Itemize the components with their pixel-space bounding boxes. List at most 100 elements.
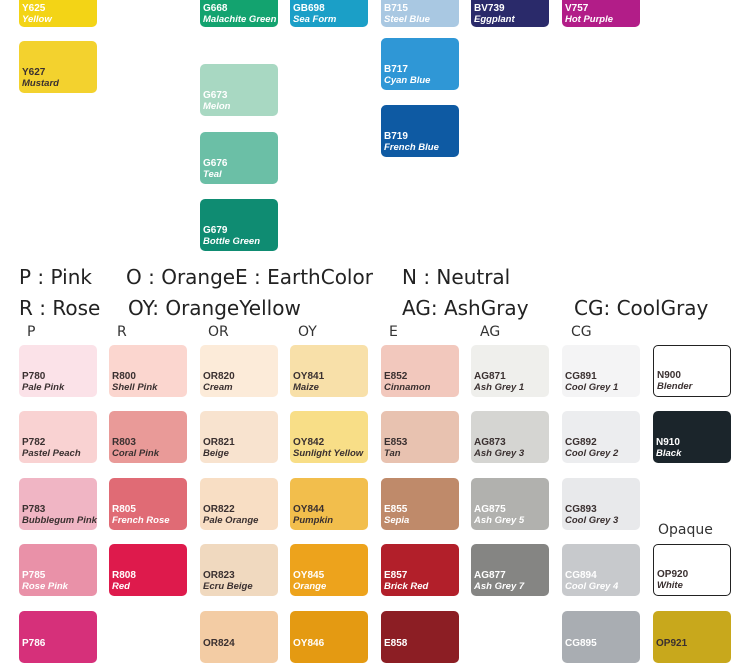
swatch-name: Coral Pink [112,448,159,459]
swatch-code: E858 [384,638,408,649]
swatch-code: OR820 [203,371,235,382]
swatch-name: Mustard [22,78,59,89]
swatch-AG875: AG875 Ash Grey 5 [471,478,549,530]
swatch-name: Yellow [22,14,52,25]
legend-key: AG [402,296,431,320]
swatch-Y627: Y627 Mustard [19,41,97,93]
swatch-name: Orange [293,581,327,592]
swatch-R800: R800 Shell Pink [109,345,187,397]
swatch-code: P783 [22,504,46,515]
swatch-name: Hot Purple [565,14,614,25]
swatch-N910: N910 Black [653,411,731,463]
swatch-name: Melon [203,101,231,112]
swatch-code: BV739 [474,3,505,14]
swatch-code: OY846 [293,638,325,649]
swatch-name: Cream [203,382,233,393]
swatch-name: Blender [657,381,693,392]
swatch-code: OR823 [203,570,235,581]
swatch-CG893: CG893 Cool Grey 3 [562,478,640,530]
swatch-code: OY845 [293,570,325,581]
swatch-code: V757 [565,3,589,14]
swatch-code: OY842 [293,437,325,448]
swatch-P782: P782 Pastel Peach [19,411,97,463]
swatch-N900: N900 Blender [653,345,731,397]
swatch-OY845: OY845 Orange [290,544,368,596]
swatch-CG891: CG891 Cool Grey 1 [562,345,640,397]
column-header-ag: AG [480,324,501,340]
swatch-code: E853 [384,437,408,448]
swatch-name: Shell Pink [112,382,158,393]
swatch-code: E857 [384,570,408,581]
swatch-name: Sunlight Yellow [293,448,364,459]
swatch-OR820: OR820 Cream [200,345,278,397]
swatch-G673: G673 Melon [200,64,278,116]
swatch-name: Sea Form [293,14,337,25]
swatch-code: AG873 [474,437,506,448]
swatch-B717: B717 Cyan Blue [381,38,459,90]
swatch-AG871: AG871 Ash Grey 1 [471,345,549,397]
swatch-name: Maize [293,382,319,393]
swatch-OR821: OR821 Beige [200,411,278,463]
swatch-code: B717 [384,64,408,75]
swatch-G676: G676 Teal [200,132,278,184]
swatch-G679: G679 Bottle Green [200,199,278,251]
swatch-name: French Rose [112,515,170,526]
swatch-name: Pastel Peach [22,448,81,459]
swatch-BV739: BV739 Eggplant [471,0,549,27]
column-header-e: E [389,324,398,340]
swatch-name: Black [656,448,682,459]
swatch-name: Cyan Blue [384,75,431,86]
swatch-code: CG894 [565,570,597,581]
swatch-code: AG871 [474,371,506,382]
swatch-name: Ash Grey 1 [474,382,525,393]
swatch-code: G676 [203,158,228,169]
swatch-OY842: OY842 Sunlight Yellow [290,411,368,463]
swatch-name: Bubblegum Pink [22,515,97,526]
swatch-name: Steel Blue [384,14,430,25]
swatch-V757: V757 Hot Purple [562,0,640,27]
swatch-R808: R808 Red [109,544,187,596]
swatch-CG894: CG894 Cool Grey 4 [562,544,640,596]
swatch-code: B719 [384,131,408,142]
legend-orange: O : Orange [126,265,236,289]
swatch-code: AG877 [474,570,506,581]
swatch-name: Red [112,581,130,592]
swatch-code: OY841 [293,371,325,382]
swatch-E857: E857 Brick Red [381,544,459,596]
swatch-B715: B715 Steel Blue [381,0,459,27]
swatch-P780: P780 Pale Pink [19,345,97,397]
legend-neutral: N : Neutral [402,265,511,289]
swatch-name: Pale Orange [203,515,259,526]
swatch-R805: R805 French Rose [109,478,187,530]
swatch-name: Rose Pink [22,581,68,592]
swatch-name: Brick Red [384,581,429,592]
legend-rose: R : Rose [19,296,101,320]
legend-label: EarthColor [267,265,373,289]
swatch-OR824: OR824 [200,611,278,663]
swatch-name: Tan [384,448,401,459]
legend-key: P [19,265,32,289]
legend-key: E [235,265,248,289]
swatch-code: CG892 [565,437,597,448]
swatch-name: Cinnamon [384,382,431,393]
swatch-code: P780 [22,371,46,382]
swatch-name: Beige [203,448,229,459]
column-header-oy: OY [298,324,317,340]
swatch-OY844: OY844 Pumpkin [290,478,368,530]
swatch-name: Ash Grey 3 [474,448,525,459]
swatch-E855: E855 Sepia [381,478,459,530]
opaque-label: Opaque [658,522,713,538]
legend-label: Orange [161,265,236,289]
swatch-code: R808 [112,570,136,581]
swatch-G668: G668 Malachite Green [200,0,278,27]
swatch-name: Eggplant [474,14,515,25]
column-header-p: P [27,324,36,340]
legend-label: Rose [52,296,101,320]
swatch-code: OY844 [293,504,325,515]
legend-label: Neutral [436,265,511,289]
legend-key: OY [128,296,153,320]
swatch-name: Ecru Beige [203,581,253,592]
swatch-P786: P786 [19,611,97,663]
swatch-CG892: CG892 Cool Grey 2 [562,411,640,463]
column-header-or: OR [208,324,229,340]
